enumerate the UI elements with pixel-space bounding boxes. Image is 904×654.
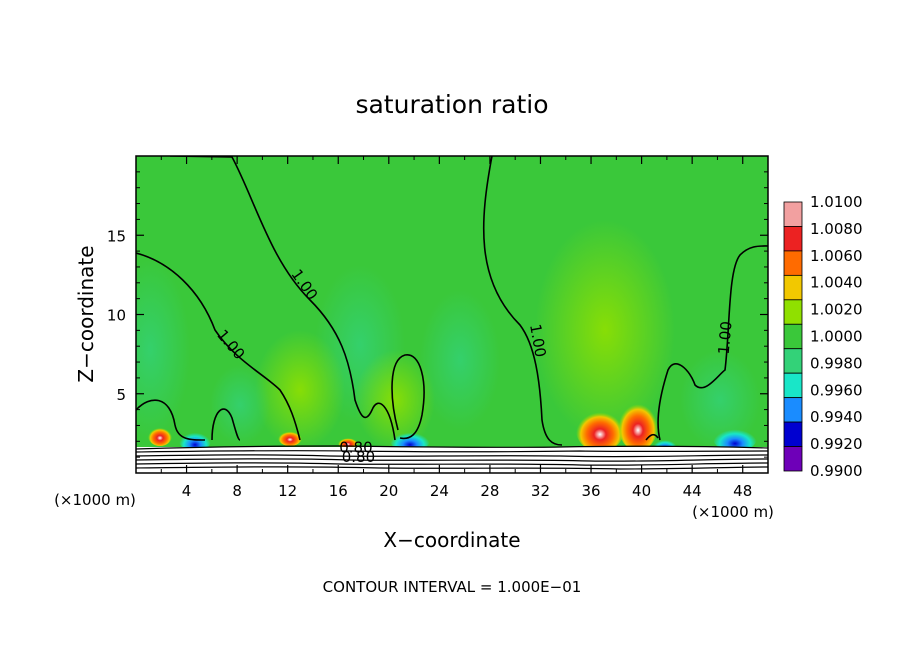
- colorbar-swatch: [783, 421, 803, 447]
- colorbar-label: 0.9900: [810, 462, 863, 480]
- colorbar-label: 1.0040: [810, 274, 863, 292]
- colorbar-swatch: [783, 226, 803, 252]
- colorbar-label: 0.9960: [810, 381, 863, 399]
- contour-label: 1.00: [526, 323, 550, 359]
- y-tick-label: 15: [107, 227, 126, 245]
- y-axis-ticks: 5 10 15: [107, 171, 768, 458]
- colorbar-swatch: [783, 372, 803, 399]
- x-tick-label: 32: [531, 482, 550, 500]
- x-tick-label: 12: [278, 482, 297, 500]
- colorbar-swatch: [783, 446, 803, 472]
- x-axis-ticks: 4 8 12 16 20 24 28 32 36 40 44 48: [160, 156, 752, 500]
- contour-interval-note: CONTOUR INTERVAL = 1.000E−01: [323, 578, 582, 596]
- y-tick-label: 10: [107, 307, 126, 325]
- colorbar-swatch: [783, 299, 803, 325]
- y-axis-label: Z−coordinate: [74, 245, 98, 382]
- colorbar-swatch: [783, 323, 803, 350]
- colorbar-label: 1.0000: [810, 328, 863, 346]
- contour-label: 0.80: [339, 438, 372, 456]
- x-tick-label: 28: [480, 482, 499, 500]
- x-axis-unit-left: (×1000 m): [54, 491, 136, 509]
- x-tick-label: 48: [733, 482, 752, 500]
- colorbar-swatch: [783, 201, 803, 227]
- x-axis-label: X−coordinate: [383, 528, 520, 552]
- colorbar: 1.0100 1.0080 1.0060 1.0040 1.0020 1.0000 0.99…: [783, 193, 863, 480]
- colorbar-label: 1.0020: [810, 301, 863, 319]
- colorbar-label: 0.9940: [810, 408, 863, 426]
- boundary-contours: [136, 445, 768, 470]
- x-tick-label: 16: [329, 482, 348, 500]
- colorbar-label: 1.0060: [810, 247, 863, 265]
- colorbar-swatch: [783, 250, 803, 276]
- y-tick-label: 5: [116, 386, 126, 404]
- x-tick-label: 36: [581, 482, 600, 500]
- colorbar-swatch: [783, 348, 803, 374]
- colorbar-label: 1.0100: [810, 193, 863, 211]
- x-tick-label: 20: [379, 482, 398, 500]
- colorbar-label: 0.9920: [810, 435, 863, 453]
- x-tick-label: 4: [182, 482, 192, 500]
- x-tick-label: 8: [232, 482, 242, 500]
- x-tick-label: 24: [430, 482, 449, 500]
- chart-title: saturation ratio: [355, 90, 548, 119]
- contour-label: 0.80: [342, 448, 375, 466]
- x-tick-label: 40: [632, 482, 651, 500]
- colorbar-swatch: [783, 397, 803, 423]
- plot-field: [136, 156, 768, 473]
- x-tick-label: 44: [683, 482, 702, 500]
- colorbar-label: 1.0080: [810, 220, 863, 238]
- colorbar-label: 0.9980: [810, 354, 863, 372]
- x-axis-unit-right: (×1000 m): [692, 503, 774, 521]
- saturation-contours: [136, 156, 768, 446]
- contour-label: 1.00: [715, 320, 736, 355]
- colorbar-swatch: [783, 274, 803, 301]
